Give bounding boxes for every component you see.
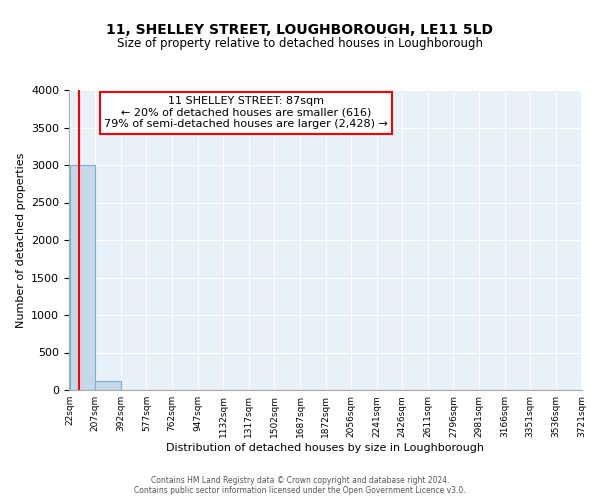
- Text: Contains HM Land Registry data © Crown copyright and database right 2024.: Contains HM Land Registry data © Crown c…: [151, 476, 449, 485]
- Text: 11 SHELLEY STREET: 87sqm
← 20% of detached houses are smaller (616)
79% of semi-: 11 SHELLEY STREET: 87sqm ← 20% of detach…: [104, 96, 388, 129]
- Text: Size of property relative to detached houses in Loughborough: Size of property relative to detached ho…: [117, 38, 483, 51]
- Bar: [95, 382, 121, 390]
- Text: 11, SHELLEY STREET, LOUGHBOROUGH, LE11 5LD: 11, SHELLEY STREET, LOUGHBOROUGH, LE11 5…: [107, 22, 493, 36]
- Y-axis label: Number of detached properties: Number of detached properties: [16, 152, 26, 328]
- Text: Contains public sector information licensed under the Open Government Licence v3: Contains public sector information licen…: [134, 486, 466, 495]
- X-axis label: Distribution of detached houses by size in Loughborough: Distribution of detached houses by size …: [167, 442, 485, 452]
- Bar: [70, 165, 95, 390]
